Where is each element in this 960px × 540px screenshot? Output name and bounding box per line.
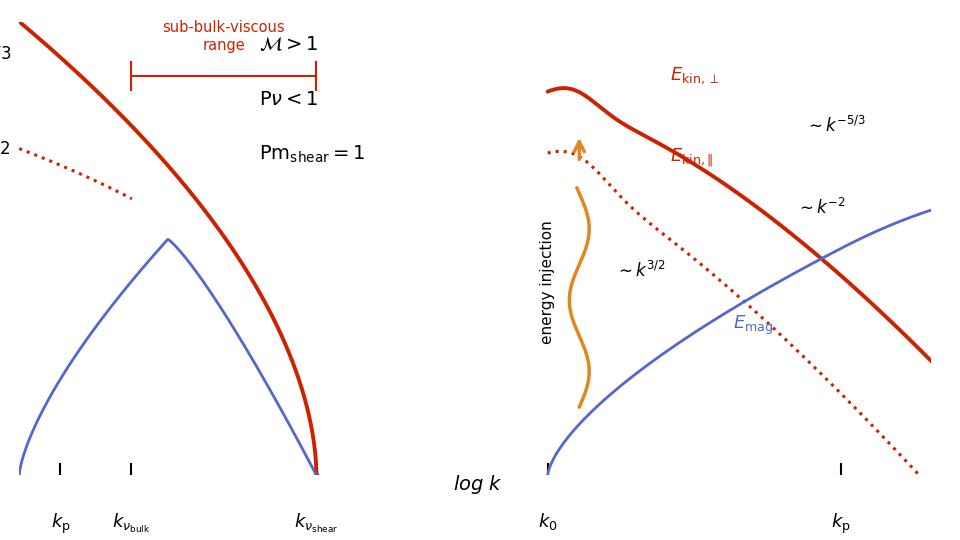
Text: $k_{\mathrm{p}}$: $k_{\mathrm{p}}$ — [51, 511, 70, 536]
Text: $k_{\nu_{\mathrm{bulk}}}$: $k_{\nu_{\mathrm{bulk}}}$ — [111, 511, 150, 535]
Text: $E_{\mathrm{kin},\|}$: $E_{\mathrm{kin},\|}$ — [669, 146, 712, 169]
Text: $\sim k^{3/2}$: $\sim k^{3/2}$ — [615, 261, 666, 281]
Text: $k_0$: $k_0$ — [538, 511, 558, 532]
Text: $\mathrm{P}\nu < 1$: $\mathrm{P}\nu < 1$ — [258, 90, 318, 109]
Text: $-2$: $-2$ — [0, 140, 11, 158]
Text: sub-bulk-viscous
range: sub-bulk-viscous range — [162, 20, 285, 53]
Text: $\sim k^{-2}$: $\sim k^{-2}$ — [796, 198, 845, 218]
Text: $E_{\mathrm{kin},\perp}$: $E_{\mathrm{kin},\perp}$ — [669, 66, 719, 86]
Text: $\mathcal{M} > 1$: $\mathcal{M} > 1$ — [258, 35, 318, 54]
Text: log $k$: log $k$ — [453, 473, 502, 496]
Text: $k_{\nu_{\mathrm{shear}}}$: $k_{\nu_{\mathrm{shear}}}$ — [295, 511, 339, 535]
Text: $\mathrm{Pm}_{\mathrm{shear}} = 1$: $\mathrm{Pm}_{\mathrm{shear}} = 1$ — [258, 144, 365, 165]
Text: $k_{\mathrm{p}}$: $k_{\mathrm{p}}$ — [831, 511, 851, 536]
Text: $E_{\mathrm{mag}}$: $E_{\mathrm{mag}}$ — [732, 314, 773, 337]
Text: $\sim k^{-5/3}$: $\sim k^{-5/3}$ — [804, 116, 866, 136]
Text: $-5/3$: $-5/3$ — [0, 44, 11, 62]
Text: energy injection: energy injection — [540, 220, 555, 345]
